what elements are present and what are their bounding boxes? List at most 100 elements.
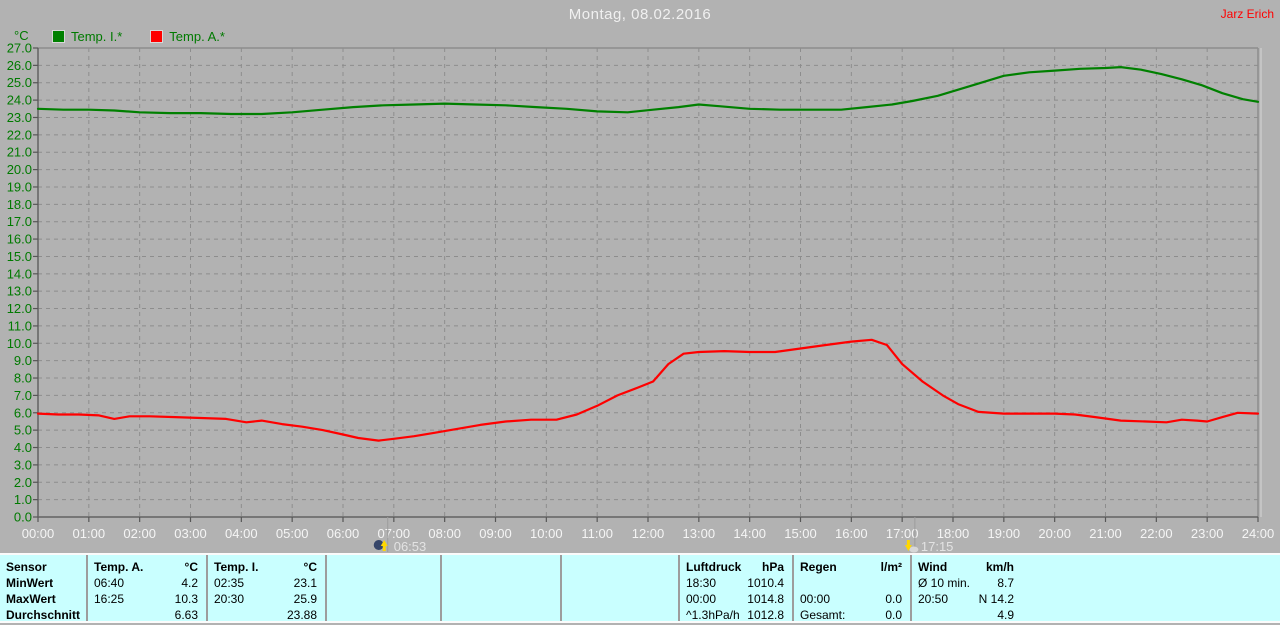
svg-text:15:00: 15:00	[784, 526, 817, 541]
legend-label: Temp. A.*	[169, 29, 225, 44]
svg-text:11:00: 11:00	[581, 526, 613, 541]
svg-text:8.0: 8.0	[14, 371, 32, 386]
legend-label: Temp. I.*	[71, 29, 123, 44]
legend-item-temp-a[interactable]: Temp. A.*	[150, 29, 225, 44]
svg-text:01:00: 01:00	[73, 526, 106, 541]
stats-col-empty	[560, 555, 678, 621]
stats-cell: Wind km/h	[918, 560, 1014, 574]
stats-cell: 00:00 1014.8	[686, 592, 784, 606]
svg-text:6.0: 6.0	[14, 405, 32, 420]
svg-text:25.0: 25.0	[7, 75, 32, 90]
y-axis-unit-label: °C	[14, 28, 29, 43]
svg-text:02:00: 02:00	[123, 526, 156, 541]
stats-cell: 18:30 1010.4	[686, 576, 784, 590]
svg-text:06:00: 06:00	[327, 526, 360, 541]
svg-text:7.0: 7.0	[14, 388, 32, 403]
summary-table: Sensor MinWert MaxWert Durchschnitt Temp. A.…	[0, 553, 1280, 623]
svg-text:27.0: 27.0	[7, 41, 32, 56]
stats-col-empty	[1022, 555, 1280, 621]
stats-cell: Luftdruck hPa	[686, 560, 784, 574]
svg-text:23.0: 23.0	[7, 110, 32, 125]
svg-text:26.0: 26.0	[7, 58, 32, 73]
stats-cell	[794, 575, 910, 591]
svg-text:22.0: 22.0	[7, 127, 32, 142]
stats-cell: 06:40 4.2	[94, 576, 198, 590]
stats-cell: 4.9	[997, 608, 1014, 622]
x-axis-labels: 00:00 01:00 02:00 03:00 04:00 05:00 06:00 07:00…	[22, 517, 1275, 541]
stats-row-label: MaxWert	[6, 592, 56, 606]
stats-cell: Gesamt: 0.0	[800, 608, 902, 622]
svg-text:23:00: 23:00	[1191, 526, 1224, 541]
svg-text:17:00: 17:00	[886, 526, 919, 541]
series-line-temp-a	[36, 338, 1260, 442]
svg-text:13:00: 13:00	[683, 526, 716, 541]
stats-col-empty	[440, 555, 560, 621]
svg-text:5.0: 5.0	[14, 423, 32, 438]
stats-cell: ^1.3hPa/h 1012.8	[686, 608, 784, 622]
svg-text:15.0: 15.0	[7, 249, 32, 264]
svg-text:19.0: 19.0	[7, 179, 32, 194]
stats-cell: Regen l/m²	[800, 560, 902, 574]
svg-text:3.0: 3.0	[14, 457, 32, 472]
axes	[37, 47, 1262, 518]
svg-text:18:00: 18:00	[937, 526, 970, 541]
stats-col-luftdruck: Luftdruck hPa 18:30 1010.4 00:00 1014.8 ^1.3hP…	[678, 555, 792, 622]
svg-text:24:00: 24:00	[1242, 526, 1275, 541]
chart-svg[interactable]: 0.0 1.0 2.0 3.0 4.0 5.0 6.0 7.0 8.0 9.0 10.0 11.0 12…	[0, 0, 1280, 554]
svg-text:09:00: 09:00	[479, 526, 512, 541]
stats-cell: Temp. A. °C	[94, 560, 198, 574]
legend: Temp. I.* Temp. A.*	[52, 29, 253, 44]
sun-down-arrow-icon	[904, 540, 912, 551]
svg-text:12.0: 12.0	[7, 301, 32, 316]
svg-text:11.0: 11.0	[8, 318, 32, 333]
svg-text:14.0: 14.0	[7, 266, 32, 281]
svg-text:07:00: 07:00	[378, 526, 411, 541]
stats-cell: 23.88	[286, 608, 317, 622]
sunrise-icon	[373, 540, 384, 550]
svg-text:16:00: 16:00	[835, 526, 868, 541]
svg-text:05:00: 05:00	[276, 526, 309, 541]
svg-text:10.0: 10.0	[7, 336, 32, 351]
series-line-temp-i	[36, 65, 1260, 116]
sunrise-time-label: 06:53	[394, 539, 427, 553]
stats-cell: 02:35 23.1	[214, 576, 317, 590]
stats-cell: 6.63	[174, 608, 198, 622]
svg-text:1.0: 1.0	[14, 492, 32, 507]
legend-swatch-red	[150, 30, 164, 43]
svg-text:2.0: 2.0	[14, 475, 32, 490]
cloud-icon	[909, 546, 919, 553]
gridlines	[38, 48, 1258, 517]
svg-text:4.0: 4.0	[14, 440, 32, 455]
svg-text:19:00: 19:00	[988, 526, 1021, 541]
y-axis-labels: 0.0 1.0 2.0 3.0 4.0 5.0 6.0 7.0 8.0 9.0 10.0 11.0 12…	[7, 41, 38, 525]
page-title: Montag, 08.02.2016	[568, 6, 712, 23]
stats-col-row-labels: Sensor MinWert MaxWert Durchschnitt	[0, 555, 86, 622]
stats-cell: 00:00 0.0	[800, 592, 902, 606]
legend-item-temp-i[interactable]: Temp. I.*	[52, 29, 122, 44]
svg-text:03:00: 03:00	[174, 526, 207, 541]
stats-col-wind: Wind km/h Ø 10 min. 8.7 20:50 N 14.2 4.9	[910, 555, 1022, 622]
sunset-marker: 17:15	[904, 517, 954, 553]
svg-text:00:00: 00:00	[22, 526, 55, 541]
svg-text:22:00: 22:00	[1140, 526, 1173, 541]
sunset-time-label: 17:15	[921, 539, 954, 553]
legend-swatch-green	[52, 30, 65, 43]
stats-col-temp-i: Temp. I. °C 02:35 23.1 20:30 25.9 23.88	[206, 555, 325, 622]
svg-text:9.0: 9.0	[14, 353, 32, 368]
svg-text:04:00: 04:00	[225, 526, 258, 541]
stats-cell: 20:30 25.9	[214, 592, 317, 606]
svg-text:16.0: 16.0	[7, 232, 32, 247]
svg-text:12:00: 12:00	[632, 526, 665, 541]
stats-row-label: MinWert	[6, 576, 54, 590]
stats-col-regen: Regen l/m² 00:00 0.0 Gesamt: 0.0	[792, 555, 910, 622]
stats-row-label: Durchschnitt	[6, 608, 81, 622]
svg-text:14:00: 14:00	[733, 526, 766, 541]
title-bar: Montag, 08.02.2016 Jarz Erich	[0, 0, 1280, 28]
stats-cell: 20:50 N 14.2	[918, 592, 1014, 606]
stats-row-label: Sensor	[6, 560, 47, 574]
svg-text:0.0: 0.0	[14, 510, 32, 525]
svg-text:13.0: 13.0	[7, 284, 32, 299]
sunrise-marker: 06:53	[373, 517, 427, 553]
svg-text:18.0: 18.0	[7, 197, 32, 212]
